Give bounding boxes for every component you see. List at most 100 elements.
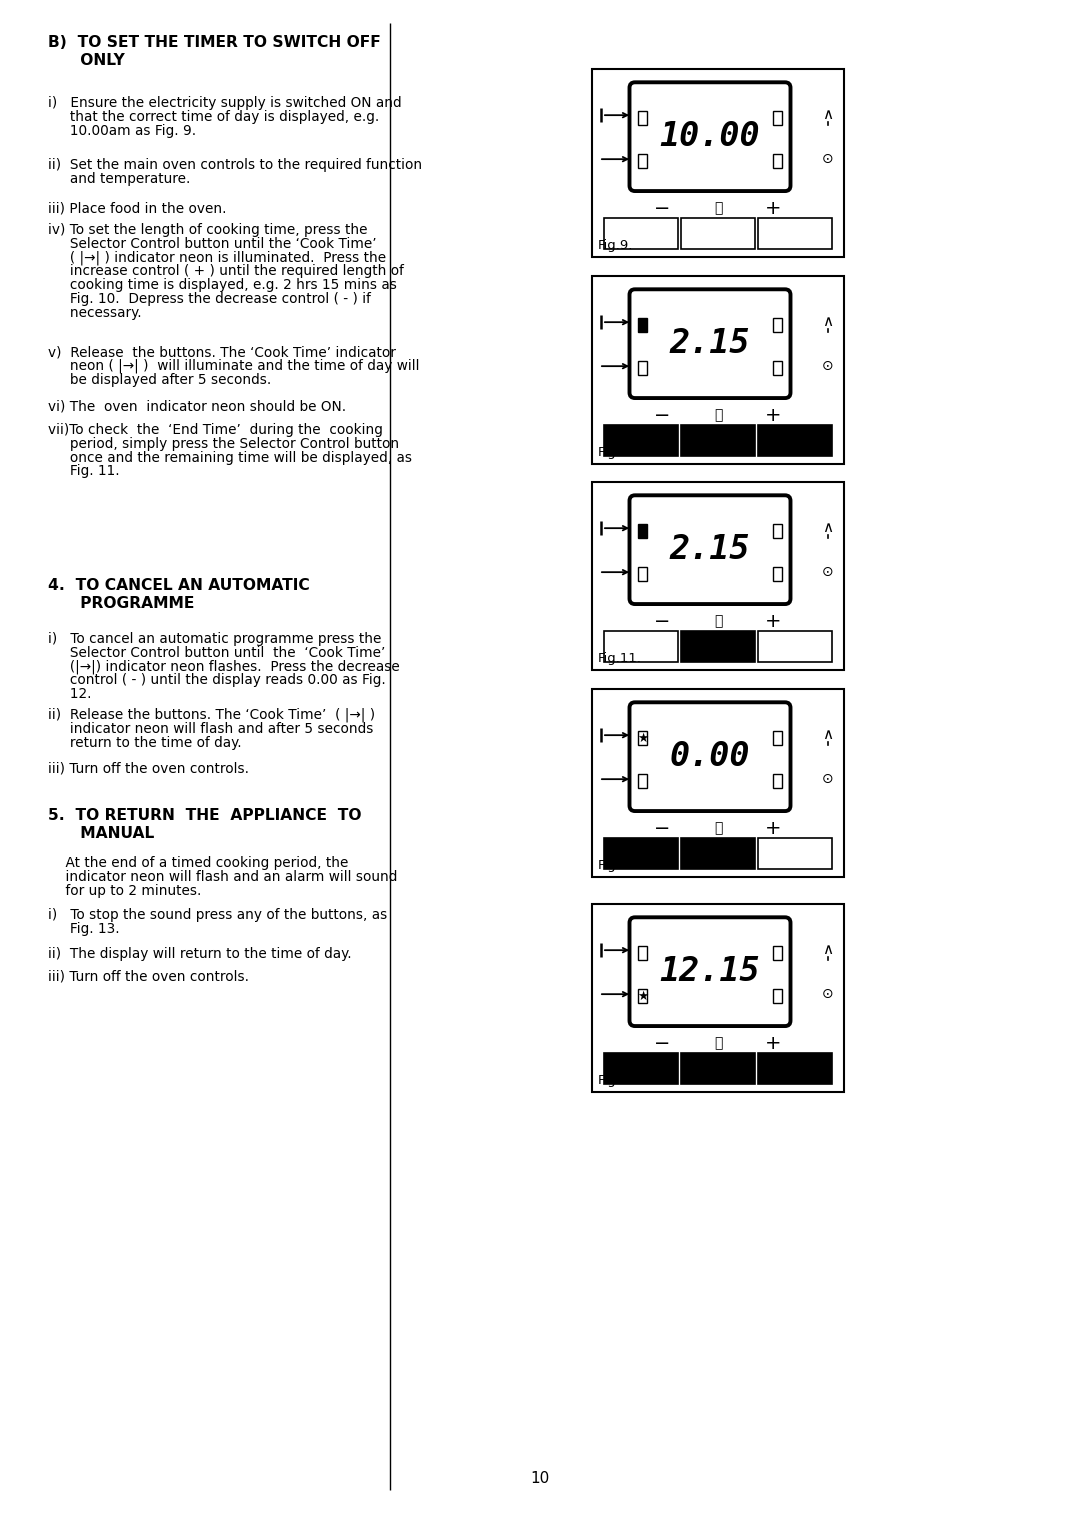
Bar [638,318,647,332]
Text: ∧: ∧ [823,941,834,957]
Bar [681,217,755,249]
Text: Fig. 11.: Fig. 11. [48,465,120,478]
FancyBboxPatch shape [630,289,791,399]
Bar [681,837,755,869]
Text: −: − [654,611,671,631]
Bar [773,154,782,168]
Text: +: + [766,199,782,217]
Text: 10.00: 10.00 [660,121,760,153]
Text: ⏱: ⏱ [714,408,723,422]
Text: ⊙: ⊙ [822,772,834,787]
Text: neon ( |→| )  will illuminate and the time of day will: neon ( |→| ) will illuminate and the tim… [48,359,419,373]
Text: for up to 2 minutes.: for up to 2 minutes. [48,883,201,897]
Text: ∧: ∧ [823,313,834,329]
Text: ⏱: ⏱ [714,1036,723,1050]
Bar [638,361,647,374]
Text: Fig. 10.  Depress the decrease control ( - ) if: Fig. 10. Depress the decrease control ( … [48,292,370,306]
Text: Selector Control button until  the  ‘Cook Time’: Selector Control button until the ‘Cook … [48,646,386,660]
Text: and temperature.: and temperature. [48,171,190,186]
Bar [638,946,647,960]
Text: v)  Release  the buttons. The ‘Cook Time’ indicator: v) Release the buttons. The ‘Cook Time’ … [48,345,396,359]
Text: iv) To set the length of cooking time, press the: iv) To set the length of cooking time, p… [48,223,367,237]
Text: ★: ★ [637,990,648,1002]
Bar [604,1053,678,1085]
Bar [773,318,782,332]
Text: ⊙: ⊙ [822,565,834,579]
Text: ⏱: ⏱ [714,821,723,836]
Bar [681,425,755,457]
Bar [773,989,782,1002]
Text: ∧: ∧ [823,727,834,741]
Text: iii) Turn off the oven controls.: iii) Turn off the oven controls. [48,762,249,776]
Bar [638,775,647,788]
FancyBboxPatch shape [630,495,791,604]
Bar [773,730,782,746]
Bar [592,277,843,465]
Text: ⏱: ⏱ [714,202,723,215]
Text: 10: 10 [530,1471,550,1487]
Bar [758,1053,832,1085]
Text: +: + [766,405,782,425]
Text: that the correct time of day is displayed, e.g.: that the correct time of day is displaye… [48,110,379,124]
FancyBboxPatch shape [630,83,791,191]
Text: increase control ( + ) until the required length of: increase control ( + ) until the require… [48,264,404,278]
Bar [681,1053,755,1085]
FancyBboxPatch shape [630,917,791,1027]
Text: −: − [654,405,671,425]
Text: Fig.10.: Fig.10. [598,446,642,458]
Text: −: − [654,199,671,217]
Text: ONLY: ONLY [48,53,125,67]
Bar [638,730,647,746]
Bar [638,989,647,1002]
Text: Fig.9.: Fig.9. [598,238,633,252]
Text: return to the time of day.: return to the time of day. [48,735,242,750]
Text: necessary.: necessary. [48,306,141,319]
Text: 5.  TO RETURN  THE  APPLIANCE  TO: 5. TO RETURN THE APPLIANCE TO [48,808,362,824]
Bar [592,905,843,1093]
Bar [773,946,782,960]
Text: Fig.11.: Fig.11. [598,652,642,665]
Text: −: − [654,819,671,837]
Text: 2.15: 2.15 [670,533,751,567]
Text: 4.  TO CANCEL AN AUTOMATIC: 4. TO CANCEL AN AUTOMATIC [48,578,310,593]
Text: ii)  Set the main oven controls to the required function: ii) Set the main oven controls to the re… [48,157,422,173]
Text: ∧: ∧ [823,520,834,535]
Text: ( |→| ) indicator neon is illuminated.  Press the: ( |→| ) indicator neon is illuminated. P… [48,251,387,264]
Text: iii) Place food in the oven.: iii) Place food in the oven. [48,202,227,215]
Text: ★: ★ [637,732,648,744]
Text: i)   Ensure the electricity supply is switched ON and: i) Ensure the electricity supply is swit… [48,96,402,110]
Bar [592,481,843,669]
Text: 12.15: 12.15 [660,955,760,989]
Bar [773,567,782,581]
Text: −: − [654,1033,671,1053]
Text: be displayed after 5 seconds.: be displayed after 5 seconds. [48,373,271,387]
Bar [604,631,678,663]
Bar [638,154,647,168]
Bar [758,631,832,663]
Text: ∧: ∧ [823,107,834,122]
Bar [681,631,755,663]
Bar [604,425,678,457]
Text: 0.00: 0.00 [670,740,751,773]
Bar [758,425,832,457]
Text: ii)  The display will return to the time of day.: ii) The display will return to the time … [48,947,352,961]
Bar [773,524,782,538]
Text: indicator neon will flash and after 5 seconds: indicator neon will flash and after 5 se… [48,721,374,736]
Text: At the end of a timed cooking period, the: At the end of a timed cooking period, th… [48,856,349,869]
Text: ⊙: ⊙ [822,987,834,1001]
Text: vi) The  oven  indicator neon should be ON.: vi) The oven indicator neon should be ON… [48,400,346,414]
Text: ii)  Release the buttons. The ‘Cook Time’  ( |→| ): ii) Release the buttons. The ‘Cook Time’… [48,707,375,723]
Bar [638,567,647,581]
Text: +: + [766,611,782,631]
Text: period, simply press the Selector Control button: period, simply press the Selector Contro… [48,437,400,451]
Text: cooking time is displayed, e.g. 2 hrs 15 mins as: cooking time is displayed, e.g. 2 hrs 15… [48,278,396,292]
Text: B)  TO SET THE TIMER TO SWITCH OFF: B) TO SET THE TIMER TO SWITCH OFF [48,35,381,50]
Bar [773,361,782,374]
Bar [638,524,647,538]
Bar [604,837,678,869]
Text: ⊙: ⊙ [822,153,834,167]
Text: MANUAL: MANUAL [48,827,154,840]
Text: indicator neon will flash and an alarm will sound: indicator neon will flash and an alarm w… [48,869,397,883]
Text: ⊙: ⊙ [822,359,834,373]
Text: Selector Control button until the ‘Cook Time’: Selector Control button until the ‘Cook … [48,237,377,251]
